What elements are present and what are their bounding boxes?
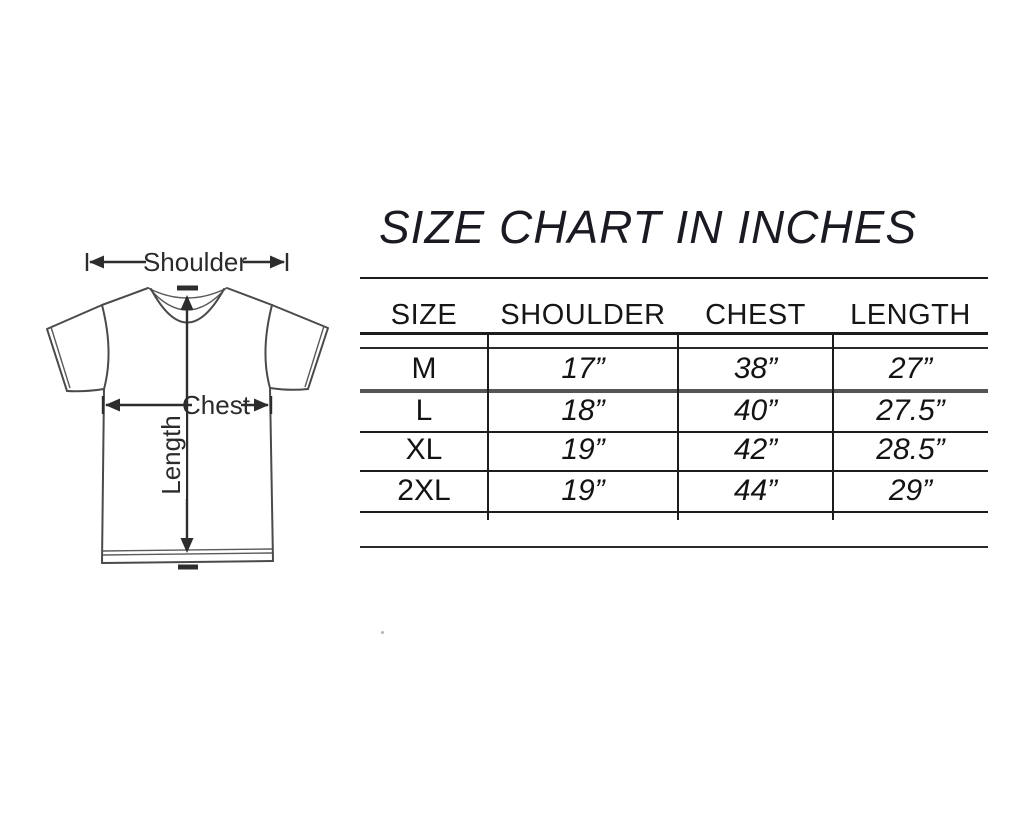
tshirt-right-sleeve xyxy=(226,287,329,390)
chest-label: Chest xyxy=(182,390,251,420)
tshirt-left-side xyxy=(101,388,105,564)
table-header-rule-2 xyxy=(360,347,988,349)
cell-shoulder: 17” xyxy=(561,352,605,385)
length-down-arrowhead-icon xyxy=(180,538,194,553)
table-header-row: SIZE SHOULDER CHEST LENGTH xyxy=(360,296,988,334)
table-row-divider xyxy=(360,470,988,472)
tshirt-right-side xyxy=(269,387,274,562)
table-header-rule-1 xyxy=(360,332,988,335)
cell-chest: 38” xyxy=(733,352,778,385)
cell-size: M xyxy=(411,352,437,385)
table-column-divider xyxy=(677,332,679,520)
shoulder-measure-arrow: Shoulder xyxy=(85,247,289,277)
table-row-l: L 18” 40” 27.5” xyxy=(360,392,988,430)
length-label: Length xyxy=(156,415,186,495)
tshirt-left-cuff-seam xyxy=(50,326,71,389)
table-row-m: M 17” 38” 27” xyxy=(360,350,988,388)
tshirt-right-armhole xyxy=(264,304,273,389)
cell-length: 28.5” xyxy=(876,433,945,466)
cell-chest: 40” xyxy=(733,394,778,427)
table-row-divider xyxy=(360,431,988,433)
cell-chest: 42” xyxy=(733,433,778,466)
tshirt-left-sleeve-underside xyxy=(66,388,105,393)
length-label-bg xyxy=(158,412,186,499)
table-column-divider xyxy=(832,332,834,520)
tshirt-hem-line-2 xyxy=(102,552,273,556)
cell-shoulder: 19” xyxy=(561,433,605,466)
header-cell-chest: CHEST xyxy=(705,299,806,331)
cell-length: 29” xyxy=(888,474,933,507)
table-top-rule xyxy=(360,277,988,279)
tshirt-bottom-edge xyxy=(101,560,274,564)
tshirt-left-armhole xyxy=(101,304,110,390)
table-column-divider xyxy=(487,332,489,520)
cell-length: 27.5” xyxy=(876,394,945,427)
length-up-arrowhead-icon xyxy=(180,295,194,310)
table-row-divider xyxy=(360,511,988,513)
cell-chest: 44” xyxy=(733,474,778,507)
tshirt-right-sleeve-underside xyxy=(269,387,309,391)
cell-shoulder: 19” xyxy=(561,474,605,507)
table-row-xl: XL 19” 42” 28.5” xyxy=(360,431,988,469)
chart-title: SIZE CHART IN INCHES xyxy=(379,201,917,253)
cell-size: L xyxy=(415,394,433,427)
chest-right-arrowhead-icon xyxy=(254,398,269,412)
cell-length: 27” xyxy=(888,352,933,385)
table-row-2xl: 2XL 19” 44” 29” xyxy=(360,472,988,510)
shoulder-right-arrowhead-icon xyxy=(270,255,285,269)
cell-size: XL xyxy=(405,433,443,466)
chest-measure-arrow: Chest xyxy=(101,390,273,420)
header-cell-length: LENGTH xyxy=(850,299,971,331)
chest-label-bg xyxy=(192,392,241,419)
table-bottom-rule xyxy=(360,546,988,548)
table-thick-divider xyxy=(360,389,988,393)
tshirt-left-sleeve xyxy=(46,287,149,392)
image-speck xyxy=(381,631,384,634)
chest-left-arrowhead-icon xyxy=(105,398,120,412)
length-measure-arrow: Length xyxy=(156,285,198,570)
cell-size: 2XL xyxy=(397,474,451,507)
header-cell-shoulder: SHOULDER xyxy=(500,299,666,331)
shoulder-label: Shoulder xyxy=(143,247,247,277)
cell-shoulder: 18” xyxy=(561,394,605,427)
shoulder-label-bg xyxy=(146,249,243,275)
tshirt-right-cuff-seam xyxy=(304,325,325,388)
header-cell-size: SIZE xyxy=(390,299,458,331)
shoulder-left-arrowhead-icon xyxy=(89,255,104,269)
